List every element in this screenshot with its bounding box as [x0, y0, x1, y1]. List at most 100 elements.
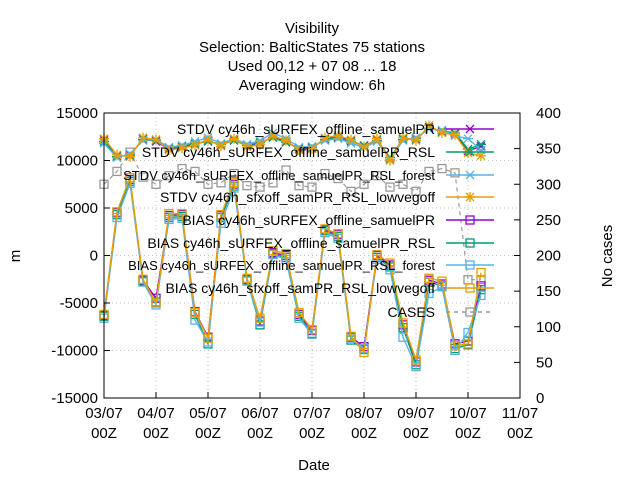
- data-point: [398, 132, 408, 143]
- legend-label: BIAS cy46h_sURFEX_offline_samuelPR_RSL: [147, 235, 435, 251]
- y-tick-label: -5000: [60, 295, 98, 312]
- y2-tick-label: 300: [536, 176, 561, 193]
- data-point: [372, 133, 382, 144]
- data-point: [333, 228, 343, 239]
- data-point: [476, 141, 486, 151]
- cases-point: [359, 179, 369, 189]
- data-point: [372, 249, 382, 260]
- data-point: [320, 132, 330, 143]
- y-tick-label: 10000: [56, 153, 98, 170]
- data-point: [190, 140, 200, 151]
- legend: STDV cy46h_sURFEX_offline_samuelPR STDV c…: [123, 121, 494, 320]
- cases-point: [268, 178, 278, 188]
- legend-marker: [465, 215, 475, 225]
- cases-point: [424, 166, 434, 177]
- data-point: [398, 318, 408, 328]
- legend-entry: STDV cy46h_sURFEX_offline_samuelPR: [177, 121, 494, 137]
- cases-point: [190, 166, 200, 177]
- cases-point: [307, 182, 317, 192]
- data-point: [463, 339, 473, 349]
- data-point: [138, 274, 148, 284]
- cases-point: [437, 163, 447, 174]
- data-point: [125, 151, 135, 162]
- data-point: [359, 142, 369, 153]
- series-line: [103, 183, 482, 369]
- data-point: [411, 135, 421, 146]
- data-point: [151, 134, 161, 145]
- data-point: [151, 298, 161, 308]
- legend-entry: BIAS cy46h_sURFEX_offline_samuelPR_RSL_f…: [128, 258, 494, 273]
- legend-entry: STDV cy46h_sURFEX_offline_samuelPR_RSL: [142, 144, 494, 160]
- data-point: [164, 145, 174, 156]
- cases-point: [216, 178, 226, 188]
- series-line: [103, 151, 481, 281]
- data-point: [216, 141, 226, 152]
- y-axis-label: m: [7, 250, 24, 263]
- data-point: [242, 142, 252, 153]
- cases-point: [242, 181, 252, 191]
- legend-entry: BIAS cy46h_sfxoff_samPR_RSL_lowvegoff: [165, 280, 494, 296]
- data-point: [424, 273, 434, 283]
- legend-label: STDV cy46h_sURFEX_offline_samuelPR_RSL_f…: [123, 168, 435, 183]
- legend-label: STDV cy46h_sURFEX_offline_samuelPR_RSL: [142, 144, 435, 160]
- data-point: [255, 313, 265, 323]
- cases-point: [255, 182, 265, 192]
- x-tick-label: 03/07 00Z: [85, 405, 123, 442]
- data-point: [281, 248, 291, 259]
- axes: -15000 -10000 -5000 0 5000 10000 15000 0 50 100 15…: [7, 105, 616, 474]
- cases-point: [333, 173, 343, 184]
- cases-point: [372, 171, 382, 181]
- x-tick-label: 09/07 00Z: [397, 405, 435, 442]
- data-point: [190, 307, 200, 318]
- legend-entry: STDV cy46h_sfxoff_samPR_RSL_lowvegoff: [160, 189, 494, 205]
- y-tick-label: -15000: [51, 390, 98, 407]
- data-point: [177, 209, 187, 219]
- data-point: [229, 177, 239, 188]
- data-point: [398, 332, 408, 342]
- data-point: [476, 267, 486, 278]
- data-point: [437, 127, 447, 138]
- cases-point: [294, 181, 304, 191]
- cases-point: [320, 168, 330, 179]
- cases-point: [398, 179, 408, 189]
- y-tick-label: -10000: [51, 343, 98, 360]
- legend-entry: CASES: [388, 304, 494, 320]
- data-point: [411, 361, 421, 372]
- data-point: [437, 276, 447, 286]
- legend-marker: [465, 170, 475, 180]
- title-line: Averaging window: 6h: [239, 77, 385, 94]
- x-axis-label: Date: [298, 457, 330, 474]
- legend-entry: STDV cy46h_sURFEX_offline_samuelPR_RSL_f…: [123, 168, 494, 183]
- x-tick-label: 08/07 00Z: [345, 405, 383, 442]
- y2-tick-label: 200: [536, 248, 561, 265]
- cases-point: [151, 179, 161, 189]
- data-point: [203, 333, 213, 343]
- x-tick-label: 07/07 00Z: [293, 405, 331, 442]
- cases-point: [346, 186, 356, 197]
- legend-label: BIAS cy46h_sURFEX_offline_samuelPR_RSL_f…: [128, 258, 435, 273]
- x-tick-label: 06/07 00Z: [241, 405, 279, 442]
- data-point: [463, 134, 473, 144]
- data-point: [229, 133, 239, 144]
- data-point: [242, 273, 252, 283]
- series-layer: [99, 120, 486, 372]
- title-line: Visibility: [285, 20, 339, 37]
- data-point: [268, 246, 278, 256]
- data-point: [385, 155, 395, 166]
- y2-tick-label: 100: [536, 319, 561, 336]
- data-point: [333, 130, 343, 141]
- data-point: [307, 324, 317, 335]
- title-line: Selection: BalticStates 75 stations: [199, 39, 425, 56]
- cases-point: [203, 179, 213, 189]
- legend-marker: [465, 147, 475, 157]
- series-cases-8: [99, 147, 486, 285]
- legend-marker: [465, 307, 475, 317]
- data-point: [294, 145, 304, 156]
- y2-tick-label: 0: [536, 390, 544, 407]
- data-point: [164, 209, 174, 219]
- cases-point: [281, 165, 291, 175]
- data-point: [294, 307, 304, 318]
- y2-tick-label: 250: [536, 212, 561, 229]
